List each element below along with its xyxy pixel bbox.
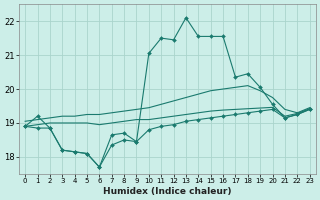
X-axis label: Humidex (Indice chaleur): Humidex (Indice chaleur) [103, 187, 232, 196]
